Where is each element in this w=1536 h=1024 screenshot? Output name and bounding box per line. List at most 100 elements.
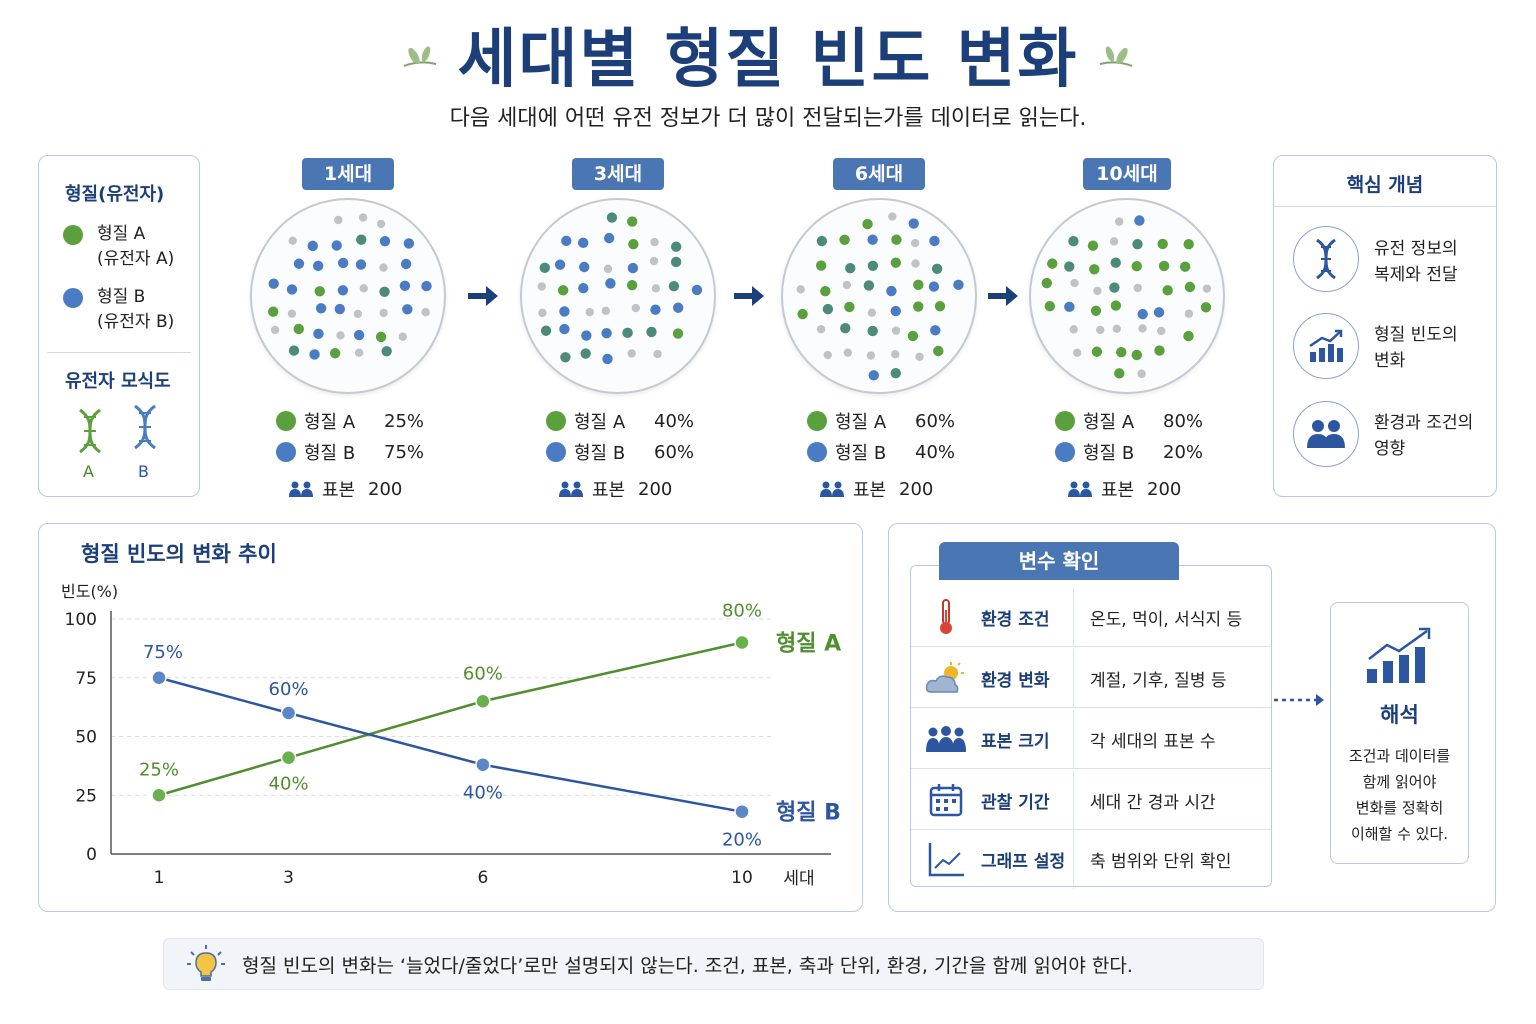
individual-dot	[631, 303, 641, 313]
weather-icon	[911, 662, 981, 694]
individual-dot	[672, 302, 684, 313]
individual-dot	[1096, 325, 1105, 335]
trait-b-stat: 형질 B 75%	[276, 439, 424, 465]
trait-value: 40%	[915, 441, 956, 463]
individual-dot	[1184, 309, 1194, 318]
individual-dot	[1091, 346, 1103, 357]
x-tick-label: 6	[477, 868, 488, 888]
data-point	[734, 803, 750, 820]
individual-dot	[1089, 264, 1100, 275]
interpretation-title: 해석	[1380, 703, 1419, 727]
variable-desc: 각 세대의 표본 수	[1090, 731, 1216, 752]
individual-dot	[891, 350, 900, 359]
row-separator	[1073, 771, 1074, 829]
individual-dot	[1064, 301, 1075, 313]
interpretation-text: 조건과 데이터를 함께 읽어야 변화를 정확히 이해할 수 있다.	[1331, 743, 1468, 847]
sample-stat: 표본 200	[819, 476, 933, 502]
variable-desc: 축 범위와 단위 확인	[1090, 852, 1232, 872]
individual-dot	[579, 261, 590, 273]
trait-a-stat: 형질 A 40%	[546, 408, 694, 434]
variable-row: 표본 크기 각 세대의 표본 수	[911, 710, 1271, 769]
data-point	[151, 670, 167, 686]
individual-dot	[605, 278, 616, 289]
x-tick-label: 10	[731, 868, 753, 888]
trait-a-stat: 형질 A 80%	[1055, 408, 1203, 434]
concept-item-1: 유전 정보의 복제와 전달	[1374, 236, 1458, 288]
x-tick-label: 1	[154, 868, 165, 888]
concept-panel: 핵심 개념 유전 정보의 복제와 전달 형질 빈도의 변화 환경과 조건의 영향	[1273, 155, 1497, 497]
individual-dot	[309, 349, 320, 360]
individual-dot	[1109, 237, 1119, 246]
individual-dot	[886, 285, 897, 297]
individual-dot	[379, 286, 390, 297]
trait-dot	[1055, 442, 1075, 462]
individual-dot	[602, 353, 613, 365]
individual-dot	[867, 260, 879, 271]
trait-b-stat: 형질 B 20%	[1055, 439, 1203, 465]
trait-label: 형질 B	[574, 443, 626, 464]
trait-dot	[807, 411, 827, 431]
trait-label: 형질 B	[1083, 443, 1135, 464]
individual-dot	[628, 238, 639, 250]
trait-dot	[276, 411, 296, 431]
individual-dot	[1090, 305, 1102, 317]
sample-value: 200	[368, 478, 403, 500]
data-label: 20%	[722, 830, 762, 851]
individual-dot	[1072, 348, 1082, 358]
population-circle	[1029, 198, 1225, 394]
individual-dot	[1154, 345, 1165, 356]
individual-dot	[840, 323, 851, 334]
concept-text: 유전 정보의	[1374, 239, 1458, 259]
variable-desc: 세대 간 경과 시간	[1090, 792, 1216, 813]
trait-value: 60%	[654, 441, 695, 463]
interpretation-line: 조건과 데이터를	[1348, 747, 1451, 765]
legend-heading: 형질(유전자)	[65, 184, 165, 205]
individual-dot	[933, 345, 944, 357]
individual-dot	[1200, 302, 1212, 313]
x-axis-label: 세대	[783, 869, 814, 889]
page-title: 세대별 형질 빈도 변화	[457, 23, 1079, 97]
individual-dot	[930, 325, 941, 336]
data-label: 75%	[143, 642, 183, 663]
individual-dot	[1132, 238, 1143, 250]
variable-row: 관찰 기간 세대 간 경과 시간	[911, 771, 1271, 830]
individual-dot	[359, 284, 368, 293]
people-icon	[1293, 401, 1359, 467]
individual-dot	[627, 216, 638, 227]
tip-text: 형질 빈도의 변화는 ‘늘었다/줄었다’로만 설명되지 않는다. 조건, 표본,…	[242, 954, 1133, 977]
people-icon	[289, 481, 313, 497]
individual-dot	[691, 284, 703, 296]
individual-dot	[866, 351, 876, 360]
variable-row: 환경 변화 계절, 기후, 질병 등	[911, 649, 1271, 708]
individual-dot	[379, 263, 388, 272]
sample-stat: 표본 200	[1067, 476, 1181, 502]
arrow-right-icon	[733, 286, 764, 306]
y-tick-label: 100	[65, 610, 97, 630]
legend-label-b: 형질 B	[97, 287, 146, 307]
individual-dot	[627, 349, 636, 358]
concept-title: 핵심 개념	[1346, 174, 1424, 196]
individual-dot	[845, 262, 856, 274]
individual-dot	[1137, 308, 1148, 320]
individual-dot	[1070, 278, 1079, 288]
line-chart: 0 25 50 75 100 1 3 6 10 세대 25% 40% 60% 80% 형질 A 75% 60% 4…	[65, 601, 842, 890]
calendar-icon	[911, 783, 981, 817]
individual-dot	[337, 257, 349, 269]
individual-dot	[668, 280, 680, 292]
individual-dot	[560, 352, 571, 363]
individual-dot	[315, 303, 327, 314]
individual-dot	[313, 328, 324, 340]
individual-dot	[867, 308, 877, 317]
individual-dot	[867, 234, 878, 245]
individual-dot	[375, 331, 387, 343]
data-point	[475, 693, 491, 709]
individual-dot	[287, 309, 297, 318]
individual-dot	[891, 326, 901, 335]
trait-b-dot	[63, 288, 83, 312]
trait-value: 75%	[384, 441, 425, 463]
gene-b-label: B	[138, 462, 149, 481]
population-circle	[781, 198, 977, 394]
people-icon	[1068, 481, 1092, 497]
individual-dot	[268, 278, 279, 289]
individual-dot	[820, 286, 831, 297]
